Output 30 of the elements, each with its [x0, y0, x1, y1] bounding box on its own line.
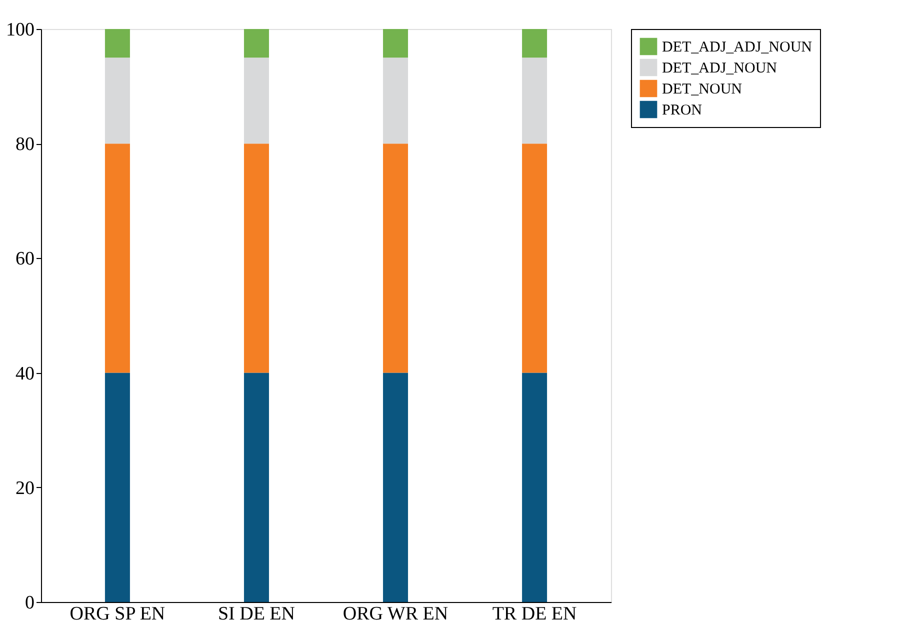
bar [104, 58, 130, 144]
y-tick-label: 40 [16, 363, 34, 384]
y-tick-label: 60 [16, 248, 34, 270]
x-tick-label: ORG WR EN [342, 604, 448, 624]
legend-label: DET_ADJ_ADJ_NOUN [662, 40, 812, 56]
bar [522, 58, 548, 144]
bar [104, 144, 130, 373]
bar [383, 144, 408, 373]
bar [244, 58, 269, 144]
bar [383, 372, 408, 602]
bar [383, 29, 408, 58]
x-tick-label: ORG SP EN [70, 604, 166, 624]
legend-label: DET_NOUN [662, 82, 742, 98]
x-tick-label: SI DE EN [218, 604, 296, 624]
bar [244, 372, 269, 602]
legend-label: PRON [662, 102, 702, 118]
y-tick-label: 0 [25, 592, 34, 614]
legend-label: DET_ADJ_NOUN [662, 60, 778, 76]
y-tick-label: 20 [16, 478, 34, 499]
y-tick-label: 100 [6, 20, 34, 40]
bar [104, 29, 130, 58]
bar [522, 144, 548, 373]
bar [244, 144, 269, 373]
bar [104, 372, 130, 602]
bar [383, 58, 408, 144]
x-tick-label: TR DE EN [492, 604, 578, 624]
bar [522, 29, 548, 58]
bar [522, 372, 548, 602]
bar [244, 29, 269, 58]
y-tick-label: 80 [16, 134, 34, 156]
